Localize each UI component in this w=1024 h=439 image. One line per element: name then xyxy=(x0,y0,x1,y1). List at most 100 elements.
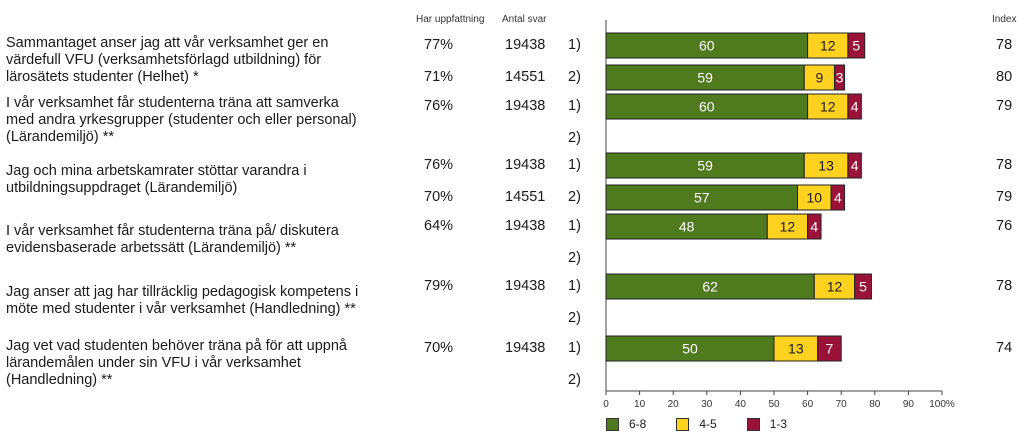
answer-count: 19438 xyxy=(505,157,546,173)
bar-value-label: 10 xyxy=(807,190,823,206)
bar-segment-1-3 xyxy=(847,152,862,179)
bar-value-label: 60 xyxy=(699,99,715,115)
wave-label: 2) xyxy=(568,69,581,85)
wave-label: 1) xyxy=(568,37,581,53)
bar-segment-4-5 xyxy=(797,184,832,211)
bar-value-label: 4 xyxy=(851,99,859,115)
perception-value: 71% xyxy=(424,69,454,85)
bar-segment-6-8 xyxy=(605,273,815,300)
bar-segment-1-3 xyxy=(847,32,866,59)
index-value: 80 xyxy=(996,69,1013,85)
x-tick-label: 50 xyxy=(768,399,780,410)
bar-value-label: 5 xyxy=(859,279,867,295)
bar-segment-6-8 xyxy=(605,93,809,120)
answer-count: 19438 xyxy=(505,340,546,356)
bar-segment-1-3 xyxy=(807,213,822,240)
header-perception: Har uppfattning xyxy=(416,14,485,25)
x-tick-label: 100% xyxy=(929,399,955,410)
bar-value-label: 4 xyxy=(810,219,818,235)
bar-value-label: 13 xyxy=(788,341,804,357)
bar-segment-6-8 xyxy=(605,152,805,179)
perception-value: 77% xyxy=(424,37,454,53)
x-tick-label: 10 xyxy=(634,399,646,410)
bar-segment-6-8 xyxy=(605,64,805,91)
answer-count: 19438 xyxy=(505,98,546,114)
index-value: 76 xyxy=(996,218,1013,234)
perception-value: 79% xyxy=(424,278,454,294)
bar-value-label: 12 xyxy=(820,38,836,54)
legend-label: 1-3 xyxy=(769,417,788,431)
x-tick-label: 60 xyxy=(802,399,814,410)
bar-value-label: 7 xyxy=(826,341,834,357)
legend-label: 6-8 xyxy=(629,417,647,431)
legend-swatch xyxy=(676,417,690,431)
question-text: I vår verksamhet får studenterna träna a… xyxy=(6,95,357,145)
bar-segment-4-5 xyxy=(803,152,849,179)
bar-segment-1-3 xyxy=(817,335,842,362)
header-answers: Antal svar xyxy=(502,14,547,25)
bar-value-label: 12 xyxy=(820,99,836,115)
x-tick-label: 70 xyxy=(836,399,848,410)
bar-value-label: 13 xyxy=(818,158,834,174)
bar-value-label: 50 xyxy=(682,341,698,357)
bar-value-label: 4 xyxy=(851,158,859,174)
bar-segment-1-3 xyxy=(854,273,872,300)
wave-label: 1) xyxy=(568,340,581,356)
bar-segment-6-8 xyxy=(605,335,775,362)
header-index: Index xyxy=(992,14,1017,25)
x-tick-label: 20 xyxy=(668,399,680,410)
bar-value-label: 9 xyxy=(815,70,823,86)
perception-value: 76% xyxy=(424,98,454,114)
wave-label: 2) xyxy=(568,130,581,146)
answer-count: 14551 xyxy=(505,69,546,85)
perception-value: 70% xyxy=(424,189,454,205)
chart-legend: 6-8 4-5 1-3 xyxy=(606,417,817,431)
x-tick-label: 30 xyxy=(701,399,713,410)
bar-value-label: 59 xyxy=(697,70,713,86)
bar-value-label: 57 xyxy=(694,190,710,206)
bar-value-label: 4 xyxy=(834,190,842,206)
bar-value-label: 3 xyxy=(836,70,844,86)
bar-value-label: 60 xyxy=(699,38,715,54)
bar-value-label: 12 xyxy=(780,219,796,235)
question-text: Jag och mina arbetskamrater stöttar vara… xyxy=(6,163,307,196)
question-text: Jag anser att jag har tillräcklig pedago… xyxy=(6,284,359,317)
question-text: I vår verksamhet får studenterna träna p… xyxy=(6,223,339,256)
question-text: Sammantaget anser jag att vår verksamhet… xyxy=(6,35,329,85)
legend-swatch xyxy=(606,417,619,431)
index-value: 78 xyxy=(996,157,1013,173)
perception-value: 70% xyxy=(424,340,454,356)
index-value: 78 xyxy=(996,278,1013,294)
perception-value: 64% xyxy=(424,218,454,234)
wave-label: 1) xyxy=(568,157,581,173)
index-value: 78 xyxy=(996,37,1013,53)
index-value: 79 xyxy=(996,189,1013,205)
x-tick-label: 90 xyxy=(903,399,915,410)
index-value: 74 xyxy=(996,340,1013,356)
bar-segment-1-3 xyxy=(847,93,862,120)
legend-item: 1-3 xyxy=(746,417,788,431)
answer-count: 14551 xyxy=(505,189,546,205)
wave-label: 1) xyxy=(568,98,581,114)
x-tick-label: 40 xyxy=(735,399,747,410)
bar-segment-6-8 xyxy=(605,213,768,240)
index-value: 79 xyxy=(996,98,1013,114)
bar-segment-4-5 xyxy=(766,213,809,240)
x-tick-label: 80 xyxy=(869,399,881,410)
bar-segment-1-3 xyxy=(833,64,846,91)
wave-label: 2) xyxy=(568,310,581,326)
legend-label: 4-5 xyxy=(699,417,717,431)
bar-segment-4-5 xyxy=(773,335,819,362)
question-text: Jag vet vad studenten behöver träna på f… xyxy=(6,338,347,388)
wave-label: 1) xyxy=(568,278,581,294)
perception-value: 76% xyxy=(424,157,454,173)
bar-value-label: 62 xyxy=(702,279,718,295)
answer-count: 19438 xyxy=(505,218,546,234)
legend-item: 4-5 xyxy=(676,417,717,431)
legend-item: 6-8 xyxy=(606,417,646,431)
wave-label: 2) xyxy=(568,372,581,388)
bar-value-label: 5 xyxy=(852,38,860,54)
bar-segment-6-8 xyxy=(605,32,809,59)
bar-segment-4-5 xyxy=(803,64,835,91)
